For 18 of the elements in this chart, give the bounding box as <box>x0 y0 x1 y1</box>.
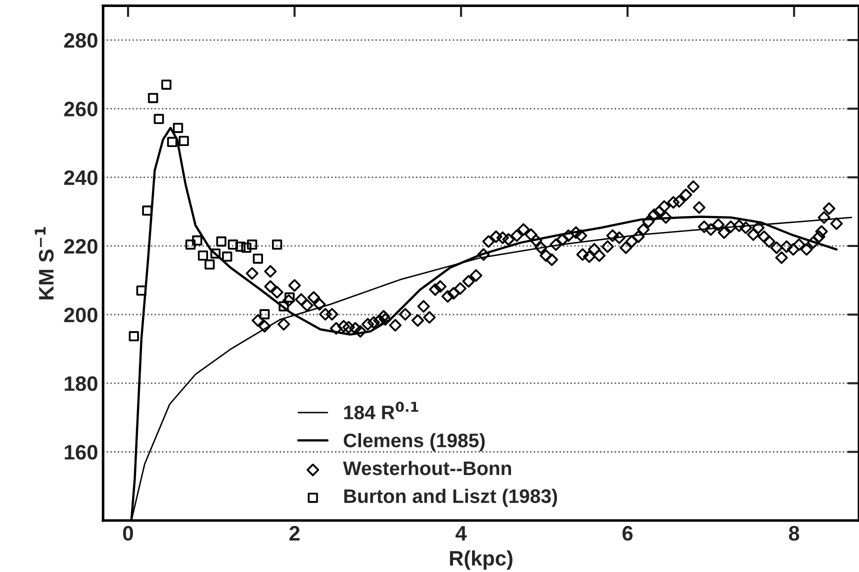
legend-label: Burton and Liszt (1983) <box>344 488 558 507</box>
x-tick-label: 6 <box>622 526 633 541</box>
x-tick-label: 4 <box>456 526 467 540</box>
y-tick-label: 220 <box>64 238 98 254</box>
x-axis-title: R(kpc) <box>450 550 512 570</box>
legend-label: Clemens (1985) <box>344 433 485 452</box>
x-tick-label: 8 <box>788 526 800 541</box>
y-tick-label: 180 <box>64 376 98 391</box>
legend-label: Westerhout--Bonn <box>343 460 512 476</box>
y-axis-title: KM S$^{−1}$ <box>34 227 54 300</box>
y-tick-label: 200 <box>64 308 98 322</box>
legend-label: 184 R$^{0.1}$ <box>344 402 418 420</box>
y-tick-label: 160 <box>64 444 98 460</box>
y-tick-label: 260 <box>64 102 98 116</box>
y-tick-label: 280 <box>64 33 98 48</box>
x-tick-label: 0 <box>123 526 133 541</box>
y-tick-label: 240 <box>64 170 98 186</box>
x-tick-label: 2 <box>289 526 300 540</box>
